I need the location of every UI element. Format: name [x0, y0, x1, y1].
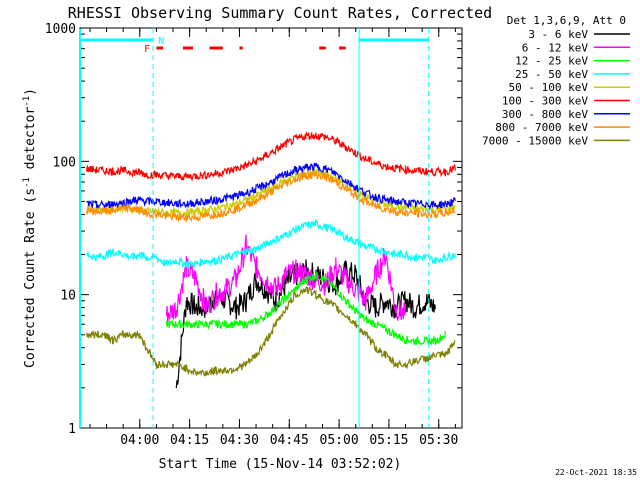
- series-line: [86, 162, 456, 211]
- legend-label: 3 - 6 keV: [528, 28, 588, 41]
- y-axis-label-main: Corrected Count Rate (s: [23, 188, 38, 368]
- y-tick-label: 10: [60, 289, 76, 304]
- x-tick-label: 05:00: [320, 433, 359, 448]
- flag-label: F: [144, 44, 150, 55]
- series-line: [165, 271, 446, 347]
- y-axis-label-sup1: -1: [22, 177, 32, 188]
- series-line: [86, 286, 456, 377]
- legend-label: 12 - 25 keV: [515, 55, 588, 68]
- y-axis-label-mid: detector: [23, 107, 38, 178]
- legend-label: 7000 - 15000 keV: [482, 134, 588, 147]
- legend-label: 300 - 800 keV: [502, 108, 588, 121]
- legend-label: 6 - 12 keV: [522, 41, 589, 54]
- plot-frame: [79, 27, 463, 429]
- plot-area: 1 10 100 1000 04:00 04:15 04:30 04:45 05:00 05:15…: [45, 22, 463, 448]
- y-axis-label-sup2: -1: [22, 96, 32, 107]
- series-line: [86, 218, 456, 268]
- legend-title: Det 1,3,6,9, Att 0: [507, 14, 626, 27]
- series-line: [86, 168, 456, 219]
- y-axis-label-end: ): [23, 88, 38, 96]
- y-tick-label: 1000: [45, 22, 76, 37]
- legend-label: 50 - 100 keV: [509, 81, 589, 94]
- x-tick-label: 04:30: [220, 433, 259, 448]
- legend-label: 800 - 7000 keV: [495, 121, 588, 134]
- flag-label: N: [158, 36, 164, 47]
- x-tick-label: 05:15: [369, 433, 408, 448]
- y-tick-label: 1: [68, 422, 76, 437]
- series-line: [86, 131, 456, 182]
- x-tick-label: 05:30: [419, 433, 458, 448]
- y-tick-label: 100: [53, 155, 76, 170]
- x-tick-label: 04:45: [270, 433, 309, 448]
- legend-label: 100 - 300 keV: [502, 95, 588, 108]
- chart-title: RHESSI Observing Summary Count Rates, Co…: [68, 4, 492, 22]
- x-tick-label: 04:00: [120, 433, 159, 448]
- y-axis-label: Corrected Count Rate (s-1 detector-1): [22, 88, 38, 368]
- legend-label: 25 - 50 keV: [515, 68, 588, 81]
- series-line: [86, 170, 456, 223]
- x-axis-label: Start Time (15-Nov-14 03:52:02): [159, 457, 402, 472]
- x-tick-label: 04:15: [170, 433, 209, 448]
- timestamp: 22-Oct-2021 18:35: [555, 468, 637, 477]
- series-line: [165, 234, 407, 324]
